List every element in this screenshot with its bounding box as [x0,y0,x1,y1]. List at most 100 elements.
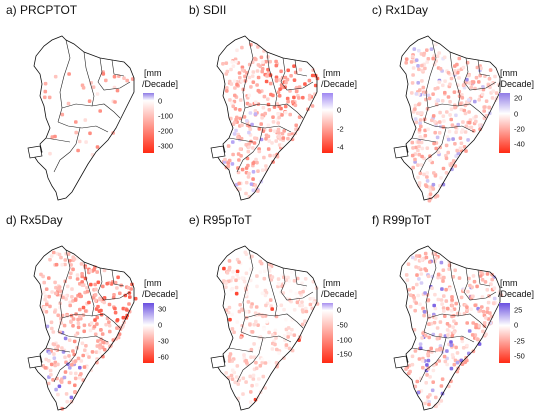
station-dot [59,380,64,384]
station-dot [457,76,461,80]
station-dot [446,95,451,99]
region-map [393,245,504,411]
colorbar-tick-label: -4 [337,142,344,152]
station-dot [438,320,443,324]
station-dot [67,380,72,385]
station-dot [276,112,281,116]
colorbar-tick-label: 30 [158,304,167,314]
station-dot [273,342,277,347]
station-dot [276,277,281,281]
station-dot [248,374,252,379]
station-dot [77,376,82,380]
state-border [111,269,125,287]
station-dot [43,95,47,100]
station-dot [462,145,467,149]
station-dot [81,305,86,310]
station-dot [441,114,446,118]
station-dot [451,159,456,163]
colorbar-tick-label: -150 [337,349,353,359]
station-dot [76,148,80,153]
station-dot [413,349,418,353]
station-dot [489,282,493,287]
station-dot [72,339,77,344]
station-dot [417,102,421,107]
station-dot [230,162,235,166]
station-dot [44,287,49,291]
station-dot [284,318,288,322]
station-dot [441,166,446,171]
station-dot [112,74,117,79]
station-dot [256,169,260,173]
station-dot [429,47,434,51]
station-dot [250,74,255,78]
colorbar-tick-label: 0 [514,109,519,118]
station-dot [229,373,234,378]
station-dot [73,298,78,302]
station-dot [455,70,460,75]
panel-title: e) R95pToT [189,213,252,227]
station-dots [222,250,320,404]
station-dot [52,356,57,360]
station-dot [425,60,429,64]
station-dot [307,93,312,98]
station-dot [115,88,120,93]
station-dot [435,135,440,140]
station-dot [229,82,234,86]
station-dot [292,308,297,312]
station-dot [126,286,131,290]
station-dot [437,80,442,84]
station-dot [253,100,258,104]
station-dot [261,374,266,379]
station-dot [74,371,78,376]
station-dot [243,74,247,79]
station-dot [286,68,290,73]
station-dot [438,333,443,337]
station-dot [63,262,67,267]
station-dot [98,346,102,350]
station-dot [251,188,256,193]
station-dot [419,258,424,262]
station-dot [81,86,86,90]
station-dot [88,131,92,136]
station-dot [69,320,73,324]
station-dot [248,323,252,327]
station-dot [413,103,418,108]
station-dot [461,346,466,350]
station-dot [478,123,482,127]
station-dot [68,275,72,280]
station-dot [283,110,288,115]
station-dot [248,278,253,283]
station-dot [232,330,236,335]
station-dot [432,303,436,308]
station-dot [254,360,258,365]
station-dot [424,381,428,385]
station-dot [283,104,288,109]
station-dot [262,327,266,332]
station-dot [238,303,242,307]
station-dot [292,333,297,337]
station-dot [247,145,251,149]
state-border [57,121,109,133]
station-dot [237,158,241,162]
station-dot [277,115,281,120]
station-dot [240,123,244,127]
station-dot [268,128,273,133]
station-dot [486,300,491,305]
station-dot [459,295,464,300]
station-dot [58,289,63,293]
station-dot [408,369,412,374]
station-dot [470,80,475,84]
station-dot [437,347,442,352]
panel-prcptot: a) PRCPTOT [mm /Decade] 0 -100 -200 -300 [0,0,183,210]
station-dot [240,45,244,50]
station-dot [437,131,442,135]
station-dot [471,349,476,354]
station-dot [470,285,474,289]
station-dot [267,269,272,273]
station-dot [269,304,273,308]
station-dot [247,194,252,199]
state-border [240,331,292,343]
station-dot [486,317,491,321]
station-dot [246,175,251,179]
station-dot [65,284,70,289]
